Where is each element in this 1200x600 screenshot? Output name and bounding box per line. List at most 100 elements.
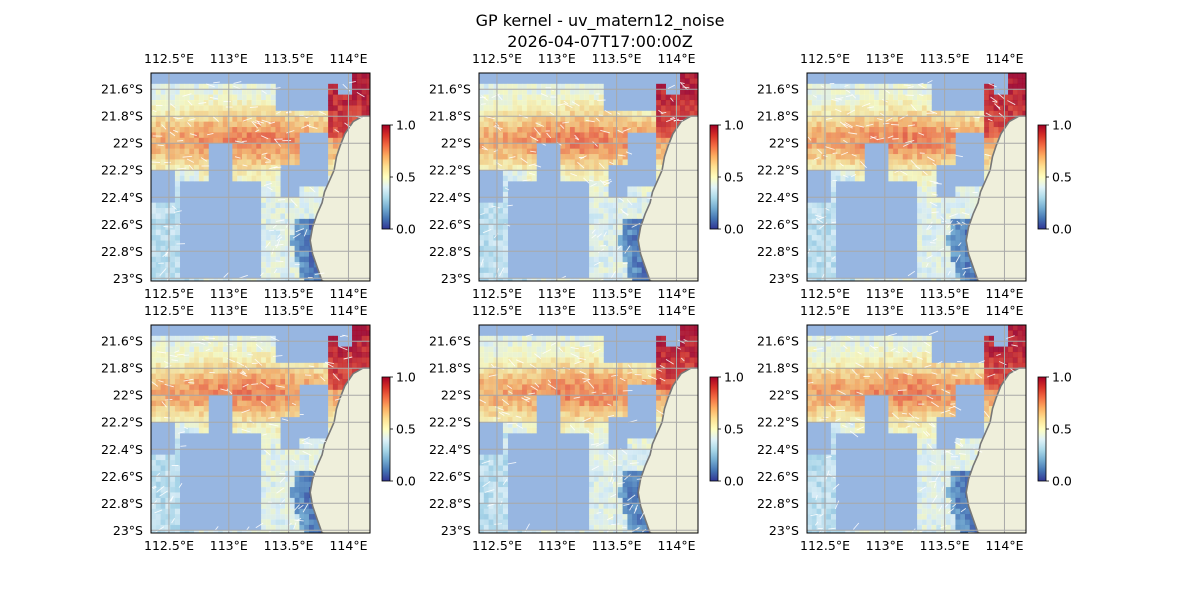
heat-cell xyxy=(536,100,542,106)
heat-cell xyxy=(598,406,604,412)
heat-cell xyxy=(285,395,291,401)
heat-cell xyxy=(502,191,509,198)
colorbar-tick-label: 0.0 xyxy=(1052,222,1072,237)
heat-cell xyxy=(560,357,566,364)
heat-cell xyxy=(265,476,271,482)
lat-tick-label: 22.6°S xyxy=(429,217,471,232)
heat-cell xyxy=(622,218,628,225)
lon-tick-label-top: 114°E xyxy=(985,51,1023,66)
heat-cell xyxy=(299,256,305,263)
heat-cell xyxy=(165,379,171,385)
heat-cell xyxy=(174,197,181,203)
heat-cell xyxy=(170,262,176,268)
heat-cell xyxy=(646,443,652,450)
heat-cell xyxy=(608,235,614,241)
heat-cell xyxy=(941,208,947,214)
heat-cell xyxy=(598,110,604,117)
heat-cell xyxy=(656,346,662,353)
heat-cell xyxy=(232,100,238,106)
heat-cell xyxy=(507,110,513,117)
heat-cell xyxy=(246,175,252,182)
heat-cell xyxy=(960,218,966,225)
heat-cell xyxy=(275,492,281,499)
heat-cell xyxy=(584,110,590,117)
heat-cell xyxy=(636,438,643,445)
vector-arrow xyxy=(987,118,993,122)
vector-arrow xyxy=(159,490,168,497)
heat-cell xyxy=(213,357,219,364)
heat-cell xyxy=(579,335,585,342)
heat-cell xyxy=(493,132,499,139)
heat-cell xyxy=(598,170,604,176)
heat-cell xyxy=(593,395,599,401)
heat-cell xyxy=(622,395,628,401)
heat-cell xyxy=(328,379,334,385)
heat-cell xyxy=(998,116,1004,122)
heat-cell xyxy=(656,170,662,176)
vector-arrow xyxy=(152,500,158,506)
heat-cell xyxy=(608,395,614,401)
heat-cell xyxy=(560,416,566,423)
heat-cell xyxy=(179,110,185,117)
heat-cell xyxy=(304,465,310,472)
heat-cell xyxy=(184,110,190,117)
vector-arrow xyxy=(549,111,555,116)
vector-arrow xyxy=(962,267,972,270)
heat-cell xyxy=(194,159,200,166)
heat-cell xyxy=(522,100,528,106)
vector-arrow xyxy=(907,124,915,127)
heat-cell xyxy=(931,208,937,214)
heat-cell xyxy=(280,503,286,509)
heat-cell xyxy=(921,89,927,95)
heat-cell xyxy=(845,132,851,139)
heat-cell xyxy=(912,121,918,128)
heat-cell xyxy=(366,335,370,342)
heat-cell xyxy=(289,476,295,482)
vector-arrow xyxy=(876,118,883,121)
heat-cell xyxy=(608,143,614,149)
heat-cell xyxy=(270,384,276,391)
heat-cell xyxy=(512,137,518,144)
heat-cell xyxy=(854,170,860,176)
heat-cell xyxy=(517,89,523,95)
heat-cell xyxy=(294,362,300,369)
heat-cell xyxy=(945,159,951,166)
heat-cell xyxy=(974,197,980,203)
heat-cell xyxy=(265,454,271,461)
heat-cell xyxy=(483,100,489,106)
heat-cell xyxy=(285,267,291,274)
heat-cell xyxy=(265,267,271,274)
heat-cell xyxy=(608,202,614,209)
heat-cell xyxy=(488,256,494,263)
heat-cell xyxy=(208,105,214,112)
heat-cell xyxy=(593,89,599,95)
heat-cell xyxy=(289,508,295,515)
vector-arrow xyxy=(247,353,254,356)
heat-cell xyxy=(151,481,157,488)
heat-cell xyxy=(589,416,595,423)
heat-cell xyxy=(198,422,204,428)
heat-cell xyxy=(155,224,161,230)
heat-cell xyxy=(531,368,537,374)
heat-cell xyxy=(488,411,494,418)
heat-cell xyxy=(165,148,171,155)
heat-cell xyxy=(694,83,698,90)
heat-cell xyxy=(493,121,499,128)
heat-cell xyxy=(203,143,209,149)
heat-cell xyxy=(502,137,509,144)
heat-cell xyxy=(502,181,509,187)
heat-cell xyxy=(251,159,257,166)
heat-cell xyxy=(313,278,319,281)
heat-cell xyxy=(811,256,817,263)
heat-cell xyxy=(160,492,166,499)
heat-cell xyxy=(237,373,243,380)
heat-cell xyxy=(522,116,528,122)
heat-cell xyxy=(285,406,291,412)
heat-cell xyxy=(275,373,281,380)
heat-cell xyxy=(347,100,353,106)
heat-cell xyxy=(859,110,865,117)
vector-arrow xyxy=(325,361,334,365)
heat-cell xyxy=(902,148,908,155)
heat-cell xyxy=(593,400,599,407)
heat-cell xyxy=(184,121,190,128)
